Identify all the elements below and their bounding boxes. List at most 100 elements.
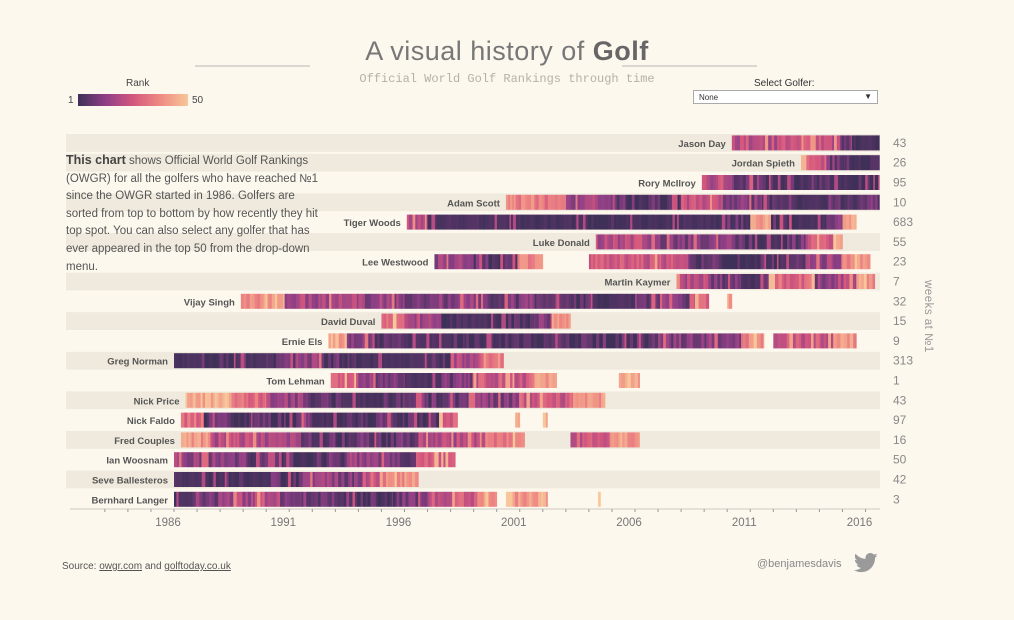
rank-strip: [185, 491, 189, 507]
rank-strip: [512, 392, 516, 408]
rank-strip: [432, 313, 437, 329]
chevron-down-icon[interactable]: ▼: [864, 92, 872, 101]
rank-strip: [326, 392, 329, 408]
rank-strip: [748, 135, 751, 151]
x-tick-label: 1986: [155, 517, 181, 529]
rank-strip: [592, 392, 597, 408]
rank-strip: [768, 135, 772, 151]
rank-strip: [382, 293, 385, 309]
rank-strip: [246, 452, 249, 468]
select-golfer-dropdown[interactable]: None ▼: [693, 90, 878, 104]
rank-strip: [431, 491, 436, 507]
rank-strip: [376, 392, 381, 408]
rank-strip: [369, 333, 373, 349]
rank-strip: [551, 392, 554, 408]
rank-strip: [223, 412, 228, 428]
rank-strip: [355, 392, 359, 408]
rank-strip: [458, 214, 461, 230]
rank-strip: [359, 392, 364, 408]
rank-strip: [652, 254, 656, 270]
rank-strip: [399, 313, 403, 329]
rank-strip: [357, 353, 361, 369]
rank-strip: [494, 373, 499, 388]
rank-strip: [363, 412, 366, 428]
rank-strip: [806, 214, 811, 230]
rank-strip: [373, 373, 376, 388]
rank-strip: [569, 214, 572, 230]
rank-strip: [493, 313, 497, 329]
rank-strip: [420, 412, 424, 428]
rank-strip: [534, 392, 538, 408]
rank-strip: [596, 392, 600, 408]
rank-strip: [349, 432, 352, 448]
rank-strip: [515, 392, 520, 408]
rank-strip: [282, 353, 285, 369]
rank-strip: [716, 214, 720, 230]
rank-strip: [422, 333, 427, 349]
rank-strip: [508, 313, 512, 329]
rank-strip: [339, 452, 342, 468]
rank-strip: [344, 333, 348, 349]
rank-strip: [242, 432, 246, 448]
rank-strip: [405, 491, 409, 507]
rank-strip: [275, 432, 279, 448]
rank-strip: [326, 432, 330, 448]
rank-strip: [390, 491, 393, 507]
rank-strip: [513, 293, 517, 309]
rank-strip: [203, 432, 207, 448]
rank-strip: [338, 491, 341, 507]
twitter-handle[interactable]: @benjamesdavis: [757, 558, 842, 570]
rank-strip: [801, 274, 805, 289]
rank-strip: [294, 353, 297, 369]
rank-strip: [426, 214, 428, 230]
rank-strip: [351, 353, 355, 369]
rank-strip: [334, 491, 337, 507]
rank-strip: [475, 293, 479, 309]
rank-strip: [288, 472, 292, 487]
rank-strip: [361, 472, 364, 487]
source-link-owgr[interactable]: owgr.com: [99, 561, 143, 572]
rank-strip: [580, 432, 583, 448]
rank-strip: [616, 194, 620, 210]
rank-strip: [681, 333, 685, 349]
rank-strip: [455, 392, 460, 408]
rank-strip: [264, 491, 268, 507]
rank-strip: [355, 491, 358, 507]
rank-strip: [448, 333, 451, 349]
rank-strip: [408, 491, 411, 507]
rank-strip: [568, 313, 571, 329]
x-tick-label: 1991: [270, 517, 296, 529]
rank-strip: [229, 392, 232, 408]
rank-strip: [296, 412, 300, 428]
rank-strip: [519, 333, 521, 349]
rank-strip: [284, 353, 289, 369]
rank-strip: [778, 254, 781, 270]
rank-strip: [352, 392, 357, 408]
rank-strip: [202, 412, 205, 428]
twitter-icon[interactable]: [854, 553, 878, 573]
rank-strip: [478, 491, 482, 507]
source-link-golftoday[interactable]: golftoday.co.uk: [164, 561, 231, 572]
rank-strip: [693, 234, 698, 250]
rank-strip: [284, 412, 287, 428]
rank-strip: [446, 373, 451, 388]
rank-strip: [635, 214, 640, 230]
rank-strip: [428, 412, 432, 428]
rank-strip: [372, 412, 377, 428]
rank-strip: [357, 472, 361, 487]
rank-strip: [304, 452, 308, 468]
rank-strip: [827, 175, 831, 190]
rank-strip: [645, 194, 649, 210]
rank-strip: [669, 214, 671, 230]
rank-strip: [242, 412, 245, 428]
rank-strip: [504, 333, 508, 349]
rank-strip: [416, 353, 420, 369]
rank-strip: [663, 234, 668, 250]
rank-strip: [320, 491, 325, 507]
rank-strip: [369, 373, 372, 388]
rank-strip: [545, 412, 548, 428]
rank-strip: [251, 432, 254, 448]
rank-strip: [624, 432, 628, 448]
rank-strip: [814, 194, 819, 210]
